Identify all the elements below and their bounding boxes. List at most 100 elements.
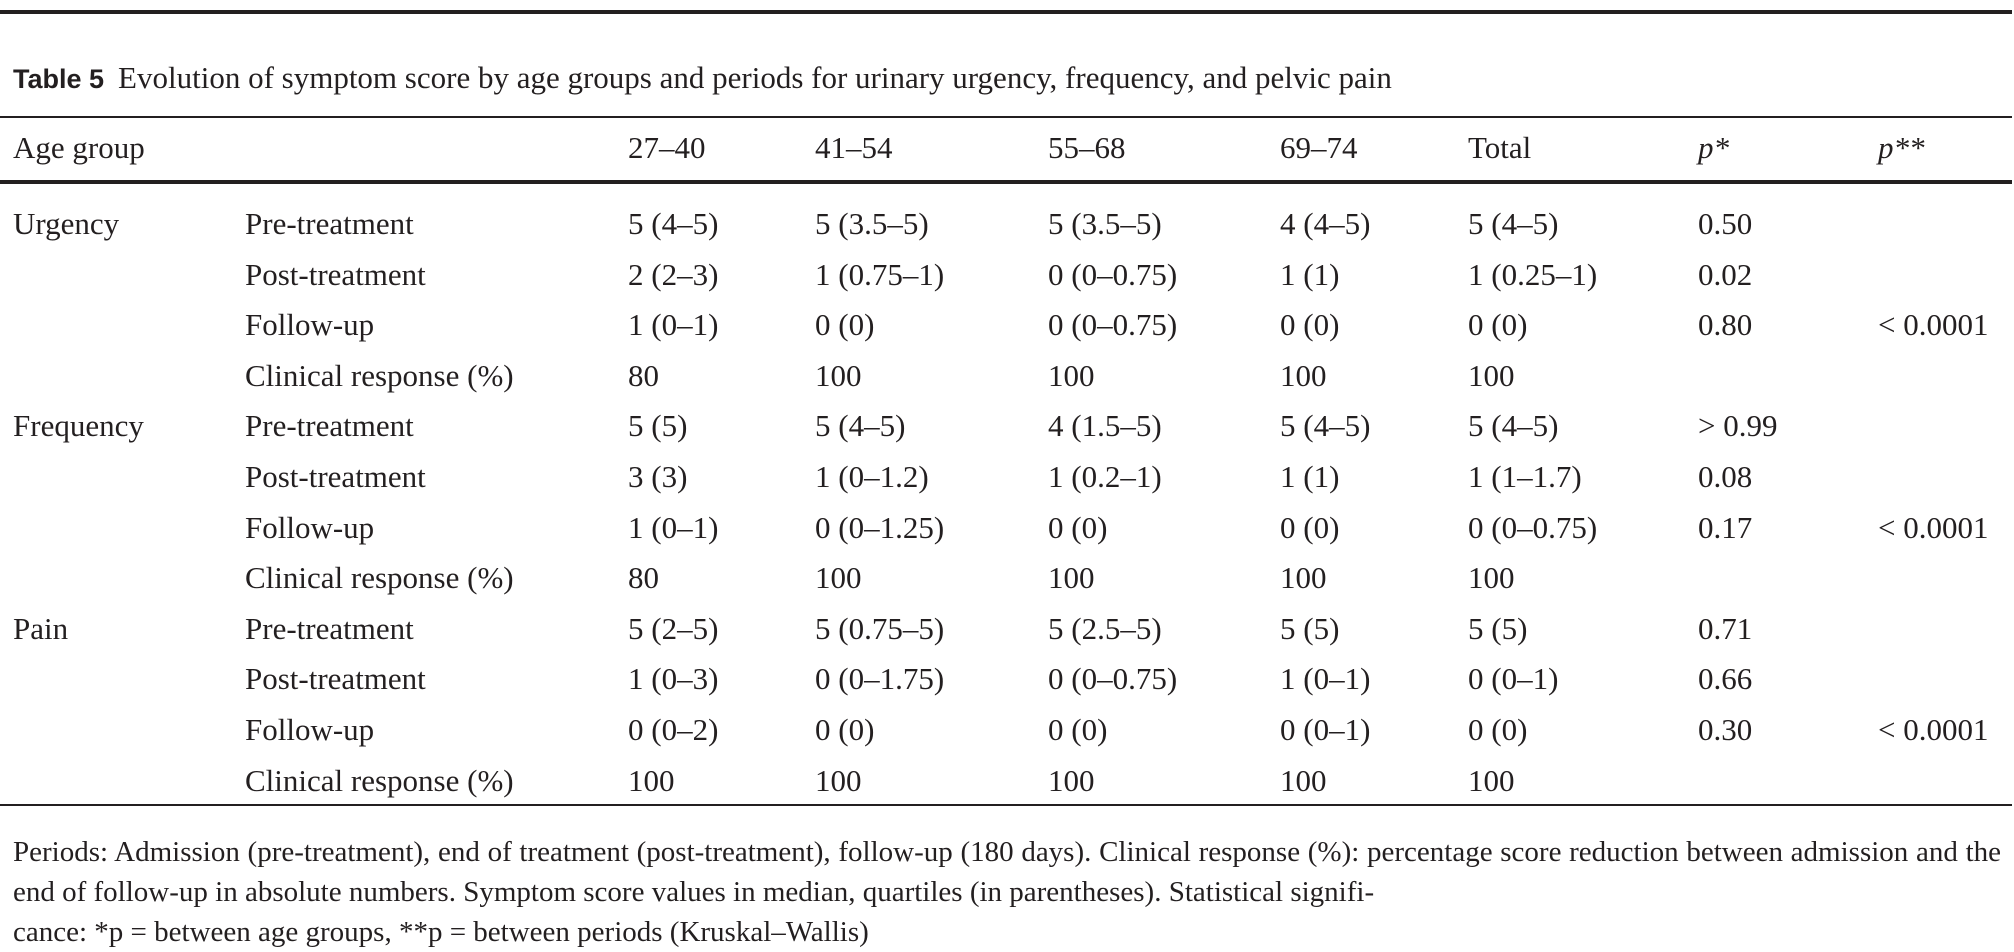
p-age-cell: > 0.99	[1698, 408, 1778, 443]
value-cell: 5 (4–5)	[628, 206, 719, 241]
value-cell: 0 (0–0.75)	[1048, 257, 1178, 292]
period-label-cell: Clinical response (%)	[245, 560, 514, 595]
value-cell: 0 (0–2)	[628, 712, 719, 747]
value-cell: 80	[628, 560, 659, 595]
p-period-cell: < 0.0001	[1878, 712, 1989, 747]
footnote-line-1: Periods: Admission (pre-treatment), end …	[13, 836, 2001, 908]
p-age-cell: 0.50	[1698, 206, 1753, 241]
period-label-cell: Pre-treatment	[245, 206, 414, 241]
value-cell: 3 (3)	[628, 459, 688, 494]
value-cell: 0 (0–0.75)	[1468, 510, 1598, 545]
value-cell: 100	[1280, 763, 1327, 798]
group-name-cell: Urgency	[13, 206, 120, 241]
value-cell: 4 (4–5)	[1280, 206, 1371, 241]
value-cell: 2 (2–3)	[628, 257, 719, 292]
value-cell: 1 (0–1)	[628, 307, 719, 342]
period-label-cell: Post-treatment	[245, 459, 426, 494]
value-cell: 4 (1.5–5)	[1048, 408, 1162, 443]
period-label-cell: Pre-treatment	[245, 408, 414, 443]
p-age-cell: 0.71	[1698, 611, 1753, 646]
value-cell: 0 (0)	[1280, 510, 1340, 545]
header-col-69-74: 69–74	[1280, 130, 1358, 165]
period-label-cell: Follow-up	[245, 307, 375, 342]
footnote-line-2: cance: *p = between age groups, **p = be…	[13, 916, 869, 948]
value-cell: 5 (0.75–5)	[815, 611, 945, 646]
value-cell: 0 (0)	[1468, 307, 1528, 342]
header-col-41-54: 41–54	[815, 130, 893, 165]
p-age-cell: 0.17	[1698, 510, 1753, 545]
value-cell: 100	[1280, 358, 1327, 393]
value-cell: 1 (1)	[1280, 257, 1340, 292]
table-footnote: Periods: Admission (pre-treatment), end …	[13, 832, 2001, 952]
p-age-cell: 0.02	[1698, 257, 1753, 292]
period-label-cell: Pre-treatment	[245, 611, 414, 646]
table-caption: Table 5 Evolution of symptom score by age…	[13, 60, 1392, 96]
value-cell: 100	[1048, 560, 1095, 595]
period-label-cell: Post-treatment	[245, 257, 426, 292]
period-label-cell: Follow-up	[245, 712, 375, 747]
value-cell: 5 (4–5)	[1468, 206, 1559, 241]
value-cell: 100	[1468, 560, 1515, 595]
p-period-cell: < 0.0001	[1878, 510, 1989, 545]
value-cell: 0 (0)	[1048, 712, 1108, 747]
table-top-rule	[0, 10, 2012, 14]
p-age-cell: 0.30	[1698, 712, 1753, 747]
value-cell: 80	[628, 358, 659, 393]
value-cell: 0 (0–1.75)	[815, 661, 945, 696]
value-cell: 100	[1468, 358, 1515, 393]
value-cell: 5 (3.5–5)	[815, 206, 929, 241]
p-age-cell: 0.80	[1698, 307, 1753, 342]
p-age-cell: 0.08	[1698, 459, 1753, 494]
value-cell: 100	[815, 560, 862, 595]
value-cell: 0 (0–0.75)	[1048, 307, 1178, 342]
group-name-cell: Pain	[13, 611, 69, 646]
value-cell: 1 (0–3)	[628, 661, 719, 696]
table-bottom-rule	[0, 804, 2012, 806]
header-top-rule	[0, 116, 2012, 118]
value-cell: 5 (4–5)	[1468, 408, 1559, 443]
value-cell: 1 (0.25–1)	[1468, 257, 1598, 292]
period-label-cell: Clinical response (%)	[245, 358, 514, 393]
period-label-cell: Clinical response (%)	[245, 763, 514, 798]
period-label-cell: Post-treatment	[245, 661, 426, 696]
value-cell: 1 (1)	[1280, 459, 1340, 494]
value-cell: 5 (2.5–5)	[1048, 611, 1162, 646]
value-cell: 0 (0–1.25)	[815, 510, 945, 545]
value-cell: 1 (1–1.7)	[1468, 459, 1582, 494]
value-cell: 0 (0)	[815, 307, 875, 342]
value-cell: 1 (0.2–1)	[1048, 459, 1162, 494]
value-cell: 5 (4–5)	[1280, 408, 1371, 443]
value-cell: 1 (0–1)	[1280, 661, 1371, 696]
value-cell: 0 (0–1)	[1280, 712, 1371, 747]
value-cell: 5 (3.5–5)	[1048, 206, 1162, 241]
value-cell: 100	[1048, 358, 1095, 393]
group-name-cell: Frequency	[13, 408, 144, 443]
value-cell: 100	[815, 358, 862, 393]
value-cell: 1 (0–1.2)	[815, 459, 929, 494]
value-cell: 5 (5)	[1468, 611, 1528, 646]
header-col-27-40: 27–40	[628, 130, 706, 165]
header-col-total: Total	[1468, 130, 1532, 165]
header-col-55-68: 55–68	[1048, 130, 1126, 165]
value-cell: 1 (0–1)	[628, 510, 719, 545]
header-age-group: Age group	[13, 130, 145, 165]
p-period-cell: < 0.0001	[1878, 307, 1989, 342]
value-cell: 0 (0–1)	[1468, 661, 1559, 696]
value-cell: 0 (0–0.75)	[1048, 661, 1178, 696]
value-cell: 0 (0)	[1048, 510, 1108, 545]
p-age-cell: 0.66	[1698, 661, 1753, 696]
value-cell: 0 (0)	[1468, 712, 1528, 747]
value-cell: 100	[1280, 560, 1327, 595]
value-cell: 100	[815, 763, 862, 798]
table-caption-text: Evolution of symptom score by age groups…	[118, 60, 1392, 95]
table-caption-label: Table 5	[13, 64, 105, 94]
value-cell: 100	[1468, 763, 1515, 798]
value-cell: 5 (2–5)	[628, 611, 719, 646]
header-p-between-age-groups: p*	[1698, 130, 1729, 165]
value-cell: 5 (4–5)	[815, 408, 906, 443]
period-label-cell: Follow-up	[245, 510, 375, 545]
value-cell: 5 (5)	[1280, 611, 1340, 646]
value-cell: 1 (0.75–1)	[815, 257, 945, 292]
value-cell: 0 (0)	[815, 712, 875, 747]
